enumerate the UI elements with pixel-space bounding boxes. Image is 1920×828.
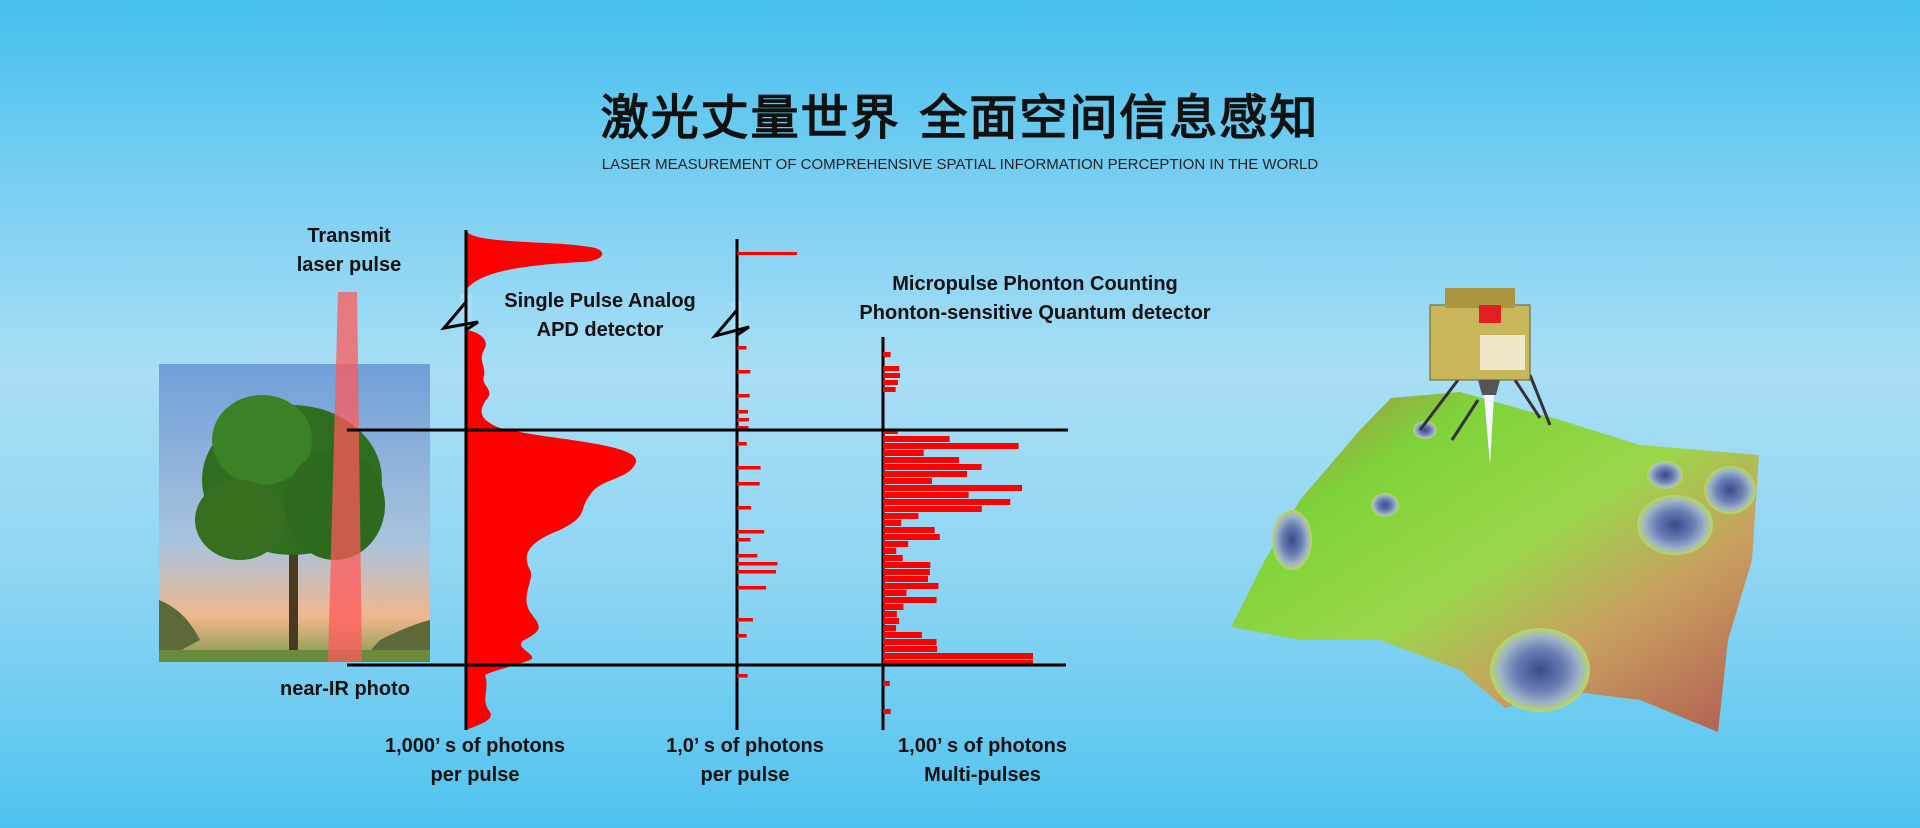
photon-count-bar: [883, 541, 909, 547]
photon-count-bar: [883, 499, 1011, 505]
micropulse-detector-label: Micropulse Phonton Counting Phonton-sens…: [820, 270, 1250, 328]
photon-count-bar: [883, 569, 930, 575]
photon-return-bar: [737, 426, 749, 430]
photon-count-bar: [883, 366, 900, 371]
transmit-label-line1: Transmit: [307, 225, 391, 247]
multi-pulse-axis-label: 1,00’ s of photons Multi-pulses: [875, 732, 1090, 790]
photon-return-bar: [737, 506, 751, 510]
photon-count-bar: [883, 583, 939, 589]
photon-count-bar: [883, 380, 898, 385]
single-photon-axis-label-line2: per pulse: [700, 764, 790, 786]
photon-count-bar: [883, 457, 959, 463]
photon-count-bar: [883, 492, 969, 498]
photon-count-bar: [883, 709, 891, 714]
photon-return-bar: [737, 530, 765, 534]
photon-count-bar: [883, 520, 902, 526]
near-ir-photo-label: near-IR photo: [280, 678, 410, 700]
page-subtitle: LASER MEASUREMENT OF COMPREHENSIVE SPATI…: [601, 156, 1319, 173]
transmit-label-line2: laser pulse: [296, 254, 402, 276]
apd-label-line2: APD detector: [536, 319, 664, 341]
photon-return-bar: [737, 346, 747, 350]
photon-return-bar: [737, 482, 760, 486]
lunar-lander: [1418, 288, 1552, 465]
micropulse-label-line2: Phonton-sensitive Quantum detector: [859, 302, 1211, 324]
near-ir-tree-photo: [159, 364, 430, 662]
apd-label-line1: Single Pulse Analog: [504, 290, 696, 312]
photon-return-bar: [737, 538, 751, 542]
apd-axis-label-line1: 1,000’ s of photons: [384, 735, 566, 757]
multi-pulse-axis-label-line1: 1,00’ s of photons: [898, 735, 1067, 757]
photon-count-bar: [883, 450, 924, 456]
lunar-terrain-3d-model: [1231, 392, 1759, 732]
single-photon-returns: [737, 252, 797, 678]
single-photon-axis-label: 1,0’ s of photons per pulse: [640, 732, 850, 790]
photon-count-bar: [883, 597, 937, 603]
photon-count-bar: [883, 352, 891, 357]
photon-count-bar: [883, 513, 919, 519]
photon-count-bar: [883, 436, 950, 442]
photon-count-bar: [883, 576, 929, 582]
photon-count-bar: [883, 387, 896, 392]
photon-return-bar: [737, 618, 753, 622]
photon-return-bar: [737, 410, 748, 414]
photon-return-bar: [737, 586, 767, 590]
photon-count-bar: [883, 373, 901, 378]
photon-count-bar: [883, 562, 931, 568]
photon-count-bar: [883, 548, 897, 554]
photon-count-bar: [883, 611, 897, 617]
photon-count-bar: [883, 660, 1033, 666]
photon-return-bar: [737, 466, 761, 470]
photon-count-bar: [883, 506, 982, 512]
photon-count-bar: [883, 443, 1019, 449]
photon-count-bar: [883, 555, 903, 561]
photon-count-bar: [883, 478, 932, 484]
photon-return-bar: [737, 570, 776, 574]
photon-count-bar: [883, 604, 904, 610]
page-title: 激光丈量世界 全面空间信息感知: [600, 90, 1320, 146]
apd-axis-label-line2: per pulse: [430, 764, 520, 786]
photon-count-bar: [883, 485, 1023, 491]
micropulse-label-line1: Micropulse Phonton Counting: [892, 273, 1178, 295]
apd-waveform: [466, 230, 637, 730]
photon-count-bar: [883, 646, 938, 652]
photon-count-bar: [883, 625, 897, 631]
transmit-laser-beam: [328, 292, 362, 662]
photon-count-bar: [883, 464, 982, 470]
photon-return-bar: [737, 674, 748, 678]
multi-pulse-axis-label-line2: Multi-pulses: [924, 764, 1041, 786]
multi-pulse-returns: [883, 352, 1033, 714]
photon-count-bar: [883, 632, 922, 638]
photon-return-bar: [737, 252, 797, 255]
photon-return-bar: [737, 634, 747, 638]
apd-detector-label: Single Pulse Analog APD detector: [480, 287, 720, 345]
photon-return-bar: [737, 562, 778, 566]
photon-return-bar: [737, 554, 758, 558]
photon-count-bar: [883, 681, 890, 686]
photon-return-bar: [737, 418, 750, 422]
photon-count-bar: [883, 527, 935, 533]
photon-count-bar: [883, 471, 968, 477]
photon-return-bar: [737, 442, 747, 446]
apd-axis-label: 1,000’ s of photons per pulse: [365, 732, 585, 790]
photon-return-bar: [737, 370, 751, 374]
photon-count-bar: [883, 639, 937, 645]
single-photon-axis-label-line1: 1,0’ s of photons: [666, 735, 824, 757]
photon-count-bar: [883, 653, 1033, 659]
photon-count-bar: [883, 618, 900, 624]
photon-count-bar: [883, 534, 940, 540]
photon-return-bar: [737, 394, 750, 398]
transmit-label: Transmit laser pulse: [279, 222, 419, 280]
photon-count-bar: [883, 590, 907, 596]
